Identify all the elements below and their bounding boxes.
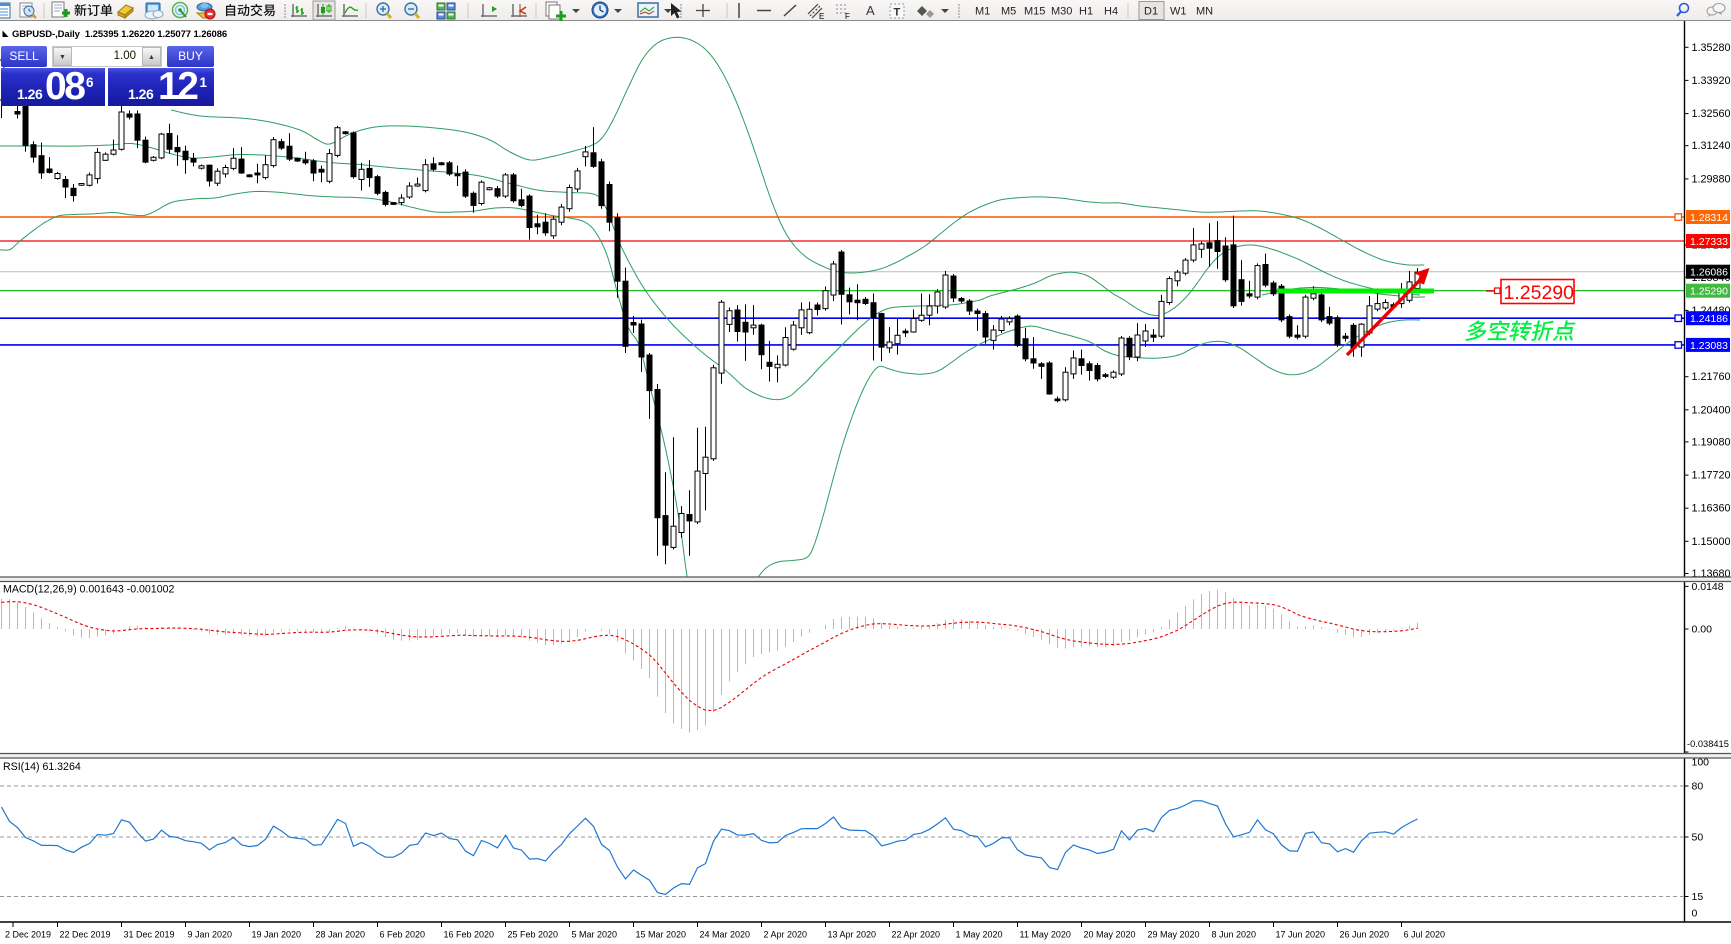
svg-text:50: 50 <box>1692 832 1704 844</box>
svg-text:29 May 2020: 29 May 2020 <box>1148 930 1200 940</box>
svg-text:1.25290: 1.25290 <box>1504 282 1575 304</box>
svg-text:-0.038415: -0.038415 <box>1687 739 1729 749</box>
svg-text:1.26086: 1.26086 <box>1690 267 1728 279</box>
svg-text:13 Apr 2020: 13 Apr 2020 <box>828 930 877 940</box>
svg-text:1.19080: 1.19080 <box>1692 436 1731 448</box>
svg-text:1.25290: 1.25290 <box>1690 286 1728 298</box>
svg-text:1.32560: 1.32560 <box>1692 108 1731 120</box>
svg-text:1.16360: 1.16360 <box>1692 503 1731 515</box>
svg-text:1.20400: 1.20400 <box>1692 404 1731 416</box>
svg-text:6 Feb 2020: 6 Feb 2020 <box>380 930 426 940</box>
svg-text:22 Dec 2019: 22 Dec 2019 <box>60 930 111 940</box>
svg-text:1.21760: 1.21760 <box>1692 371 1731 383</box>
svg-text:17 Jun 2020: 17 Jun 2020 <box>1276 930 1326 940</box>
svg-text:28 Jan 2020: 28 Jan 2020 <box>316 930 366 940</box>
svg-text:D1: D1 <box>1144 6 1158 18</box>
svg-text:M5: M5 <box>1001 6 1016 18</box>
svg-text:16 Feb 2020: 16 Feb 2020 <box>444 930 495 940</box>
svg-text:MACD(12,26,9) 0.001643 -0.0010: MACD(12,26,9) 0.001643 -0.001002 <box>3 584 174 596</box>
svg-text:GBPUSD-,Daily 1.25395 1.26220: GBPUSD-,Daily 1.25395 1.26220 1.25077 1.… <box>12 29 227 40</box>
svg-text:1.31240: 1.31240 <box>1692 140 1731 152</box>
svg-text:5 Mar 2020: 5 Mar 2020 <box>572 930 618 940</box>
svg-text:0.00: 0.00 <box>1692 624 1713 636</box>
svg-text:1.29880: 1.29880 <box>1692 173 1731 185</box>
svg-text:M15: M15 <box>1024 6 1045 18</box>
svg-text:2 Apr 2020: 2 Apr 2020 <box>764 930 808 940</box>
svg-text:80: 80 <box>1692 781 1704 793</box>
svg-text:11 May 2020: 11 May 2020 <box>1020 930 1071 940</box>
svg-text:9 Jan 2020: 9 Jan 2020 <box>188 930 233 940</box>
svg-text:T: T <box>894 7 901 19</box>
svg-text:0: 0 <box>1692 908 1698 920</box>
svg-text:RSI(14) 61.3264: RSI(14) 61.3264 <box>3 761 81 773</box>
svg-text:8 Jun 2020: 8 Jun 2020 <box>1212 930 1257 940</box>
svg-text:20 May 2020: 20 May 2020 <box>1084 930 1136 940</box>
svg-text:22 Apr 2020: 22 Apr 2020 <box>892 930 941 940</box>
svg-text:A: A <box>866 3 875 18</box>
svg-text:1.23083: 1.23083 <box>1690 340 1728 352</box>
svg-text:26 Jun 2020: 26 Jun 2020 <box>1340 930 1390 940</box>
svg-text:19 Jan 2020: 19 Jan 2020 <box>252 930 302 940</box>
svg-text:1.27333: 1.27333 <box>1690 236 1728 248</box>
svg-text:1.24186: 1.24186 <box>1690 313 1728 325</box>
svg-text:1.28314: 1.28314 <box>1690 212 1728 224</box>
svg-text:24 Mar 2020: 24 Mar 2020 <box>700 930 751 940</box>
svg-text:H4: H4 <box>1104 6 1118 18</box>
svg-text:6 Jul 2020: 6 Jul 2020 <box>1404 930 1446 940</box>
svg-text:M1: M1 <box>975 6 990 18</box>
svg-text:15: 15 <box>1692 891 1704 903</box>
svg-text:F: F <box>845 12 850 21</box>
svg-text:0.0148: 0.0148 <box>1692 581 1724 593</box>
svg-text:31 Dec 2019: 31 Dec 2019 <box>124 930 175 940</box>
svg-text:E: E <box>819 12 824 21</box>
svg-text:W1: W1 <box>1170 6 1187 18</box>
svg-text:1 May 2020: 1 May 2020 <box>956 930 1003 940</box>
svg-text:100: 100 <box>1692 757 1710 769</box>
svg-text:15 Mar 2020: 15 Mar 2020 <box>636 930 687 940</box>
svg-text:1.35280: 1.35280 <box>1692 42 1731 54</box>
svg-text:2 Dec 2019: 2 Dec 2019 <box>5 930 51 940</box>
svg-text:1.33920: 1.33920 <box>1692 75 1731 87</box>
svg-text:H1: H1 <box>1079 6 1093 18</box>
svg-text:M30: M30 <box>1051 6 1072 18</box>
svg-text:1.15000: 1.15000 <box>1692 536 1731 548</box>
svg-text:25 Feb 2020: 25 Feb 2020 <box>508 930 559 940</box>
svg-text:MN: MN <box>1196 6 1213 18</box>
svg-text:1.17720: 1.17720 <box>1692 470 1731 482</box>
